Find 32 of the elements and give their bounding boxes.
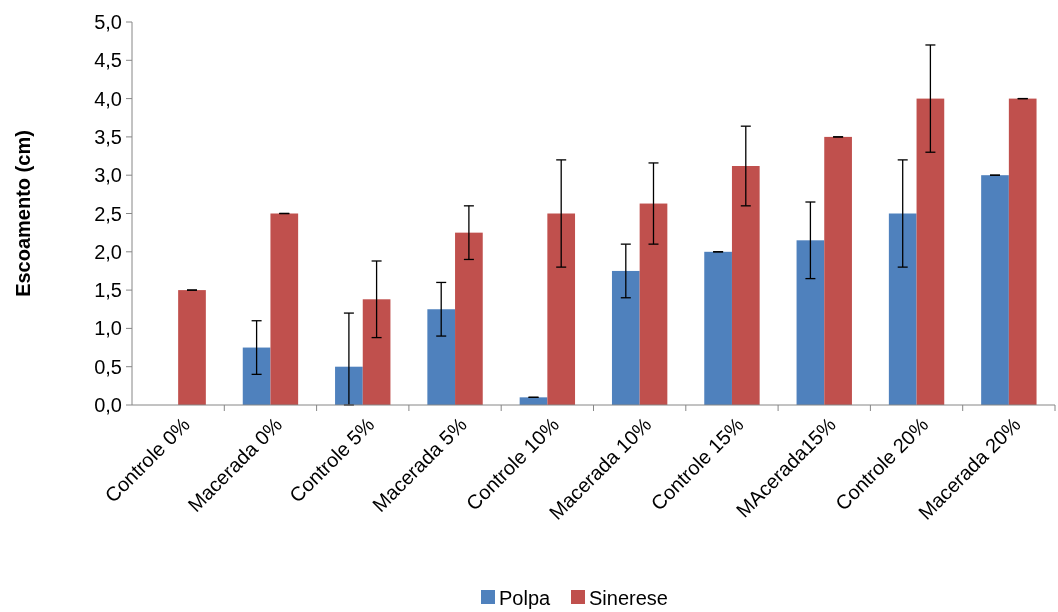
y-tick-label: 4,0	[94, 87, 122, 110]
bar	[611, 270, 640, 405]
y-tick-label: 5,0	[94, 11, 122, 33]
bar	[455, 232, 483, 405]
y-tick-label: 2,0	[94, 240, 122, 263]
bar	[178, 290, 206, 405]
bar	[270, 213, 299, 405]
bar	[704, 251, 732, 405]
y-tick-label: 4,5	[94, 49, 122, 72]
y-tick-label: 2,5	[94, 202, 122, 225]
bar	[362, 299, 391, 405]
bar	[547, 213, 576, 405]
y-tick-label: 3,5	[94, 125, 122, 148]
legend-label: Polpa	[499, 587, 552, 609]
y-axis-title: Escoamento (cm)	[12, 130, 34, 297]
bar	[888, 213, 917, 405]
bar	[1008, 98, 1037, 405]
y-tick-label: 3,0	[94, 164, 122, 187]
bar	[916, 98, 945, 405]
y-tick-label: 0,0	[94, 394, 122, 416]
bar	[824, 136, 852, 405]
bar	[981, 175, 1009, 405]
bar	[796, 240, 825, 405]
bar	[731, 166, 760, 405]
bar	[335, 366, 363, 405]
y-tick-label: 1,5	[94, 279, 122, 302]
bar	[242, 347, 271, 405]
legend-label: Sinerese	[589, 587, 668, 609]
bar	[639, 203, 668, 405]
y-tick-label: 0,5	[94, 355, 122, 378]
bar	[427, 309, 456, 405]
y-tick-label: 1,0	[94, 317, 122, 340]
